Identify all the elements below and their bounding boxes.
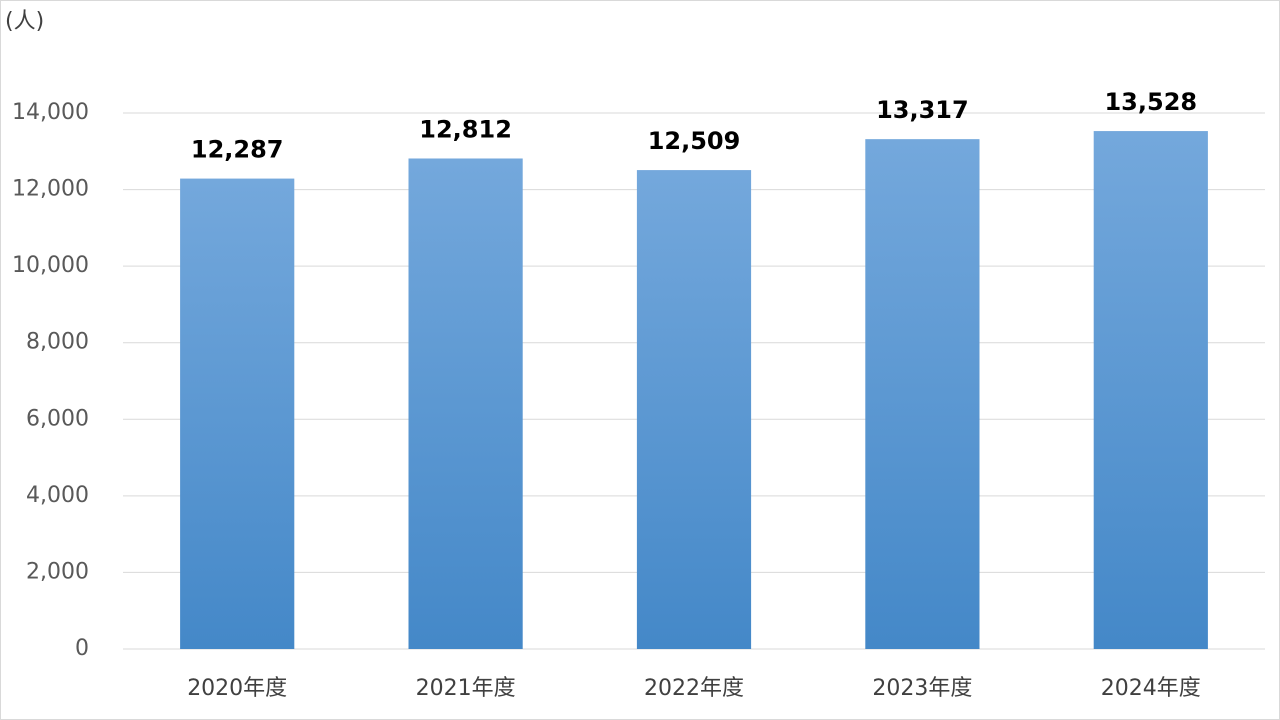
bar	[865, 139, 980, 649]
y-tick-label: 10,000	[12, 253, 89, 278]
y-tick-label: 12,000	[12, 177, 89, 202]
y-unit-label: (人)	[5, 9, 44, 34]
data-label: 13,528	[1104, 88, 1197, 116]
y-tick-label: 8,000	[26, 330, 89, 355]
y-tick-label: 6,000	[26, 406, 89, 431]
bar	[1093, 131, 1208, 649]
y-tick-label: 0	[75, 636, 89, 661]
bar	[180, 178, 295, 649]
y-tick-label: 14,000	[12, 100, 89, 125]
x-tick-label: 2020年度	[187, 676, 287, 701]
bar	[636, 170, 752, 650]
x-tick-label: 2021年度	[416, 676, 516, 701]
data-label: 13,317	[876, 96, 969, 124]
x-tick-label: 2023年度	[872, 676, 972, 701]
data-label: 12,287	[191, 136, 284, 164]
y-tick-label: 4,000	[26, 483, 89, 508]
x-tick-label: 2024年度	[1101, 676, 1201, 701]
bar	[408, 158, 523, 649]
y-tick-label: 2,000	[26, 559, 89, 584]
data-label: 12,509	[648, 127, 741, 155]
x-tick-label: 2022年度	[644, 676, 744, 701]
data-label: 12,812	[419, 115, 512, 143]
